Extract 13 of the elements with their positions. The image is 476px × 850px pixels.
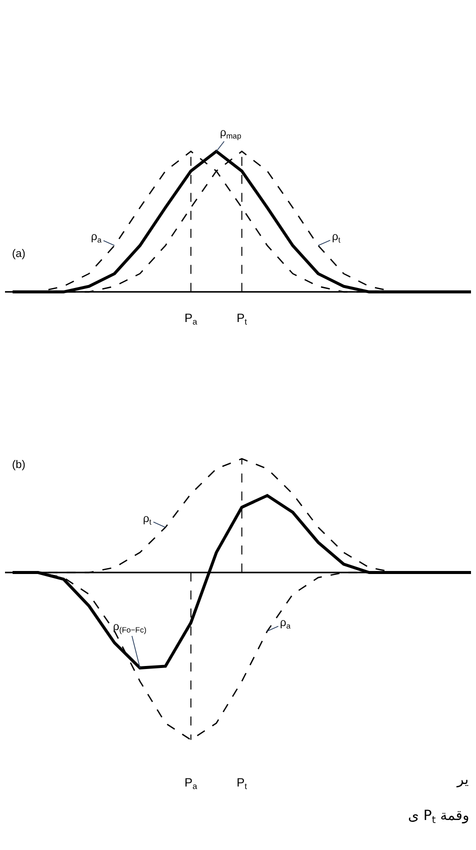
series-label: ρ$_{map}$ (220, 127, 242, 140)
series-label: ρ$_{a}$ (280, 617, 292, 630)
text: ير (456, 772, 469, 788)
series-label: ρ$_{a}$ (91, 231, 102, 244)
series-label: ρ$_{t}$ (332, 231, 342, 244)
series-label: ρ$_{(Fo−Fc)}$ (113, 621, 147, 634)
text: (a) (12, 248, 26, 260)
x-tick-label: P$_{a}$ (184, 776, 198, 792)
chart-title: (b) (12, 459, 26, 471)
x-tick-label: P$_{t}$ (236, 310, 248, 326)
x-tick-label: P$_{t}$ (236, 776, 248, 792)
series-label: ρ$_{t}$ (143, 513, 152, 526)
x-tick-label: P$_{a}$ (184, 310, 198, 326)
